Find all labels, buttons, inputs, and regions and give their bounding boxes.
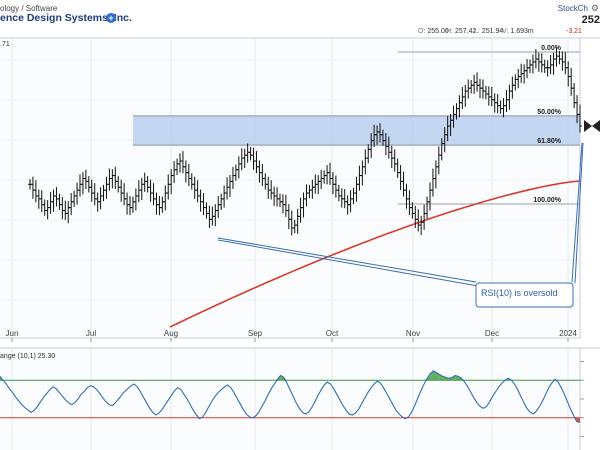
x-tick-label: Oct bbox=[326, 329, 339, 338]
rsi-axis-ticks bbox=[580, 360, 584, 438]
x-tick-label: Sep bbox=[248, 329, 263, 338]
fibonacci-retracement-zone bbox=[133, 115, 580, 146]
fibonacci-label: 61.80% bbox=[537, 138, 562, 145]
high-label: H: bbox=[446, 28, 453, 35]
volume-label: V: bbox=[502, 28, 509, 35]
fibonacci-levels: 0.00% 50.00% 61.80% 100.00% bbox=[133, 45, 580, 205]
volume-value: V: 1.693m bbox=[502, 28, 534, 35]
rsi-overbought-fill bbox=[280, 375, 284, 381]
low-value: L: 251.94 bbox=[474, 28, 503, 35]
fibonacci-label: 0.00% bbox=[541, 45, 562, 52]
volume-number: 1.693m bbox=[510, 28, 534, 35]
annotation-leader-right bbox=[571, 142, 583, 283]
x-axis-labels: Jun Jul Aug Sep Oct Nov Dec 2024 bbox=[6, 329, 577, 342]
rsi-overbought-fill bbox=[433, 370, 437, 381]
overlay-value: .71 bbox=[0, 41, 10, 48]
company-name: ence Design Systems, Inc. bbox=[0, 12, 132, 24]
x-tick-label: Jul bbox=[86, 329, 96, 338]
annotation-callout: RSI(10) is oversold bbox=[217, 142, 584, 308]
current-price-marker bbox=[584, 120, 600, 132]
annotation-text: RSI(10) is oversold bbox=[481, 288, 558, 298]
open-value: O: 255.00 bbox=[418, 28, 449, 35]
rsi-vertical-gridlines bbox=[11, 348, 569, 450]
rsi-line bbox=[0, 370, 581, 424]
low-number: 251.94 bbox=[481, 28, 504, 35]
fibonacci-label: 100.00% bbox=[533, 197, 561, 204]
annotation-box bbox=[475, 282, 574, 308]
x-tick-label: 2024 bbox=[559, 329, 577, 338]
high-value: H: 257.42 bbox=[446, 28, 476, 35]
open-number: 255.00 bbox=[427, 28, 449, 35]
fibonacci-label: 50.00% bbox=[537, 109, 562, 116]
low-label: L: bbox=[474, 28, 480, 35]
sector-label: ology / Software bbox=[0, 4, 58, 13]
rsi-panel-label: ange (10,1) 25.30 bbox=[0, 353, 56, 360]
annotation-leader-right-2 bbox=[574, 142, 584, 284]
x-tick-label: Jun bbox=[6, 329, 19, 338]
x-tick-label: Nov bbox=[406, 329, 420, 338]
rsi-overbought-fill bbox=[452, 375, 456, 381]
change-value: -3.21 bbox=[566, 28, 582, 35]
high-number: 257.42 bbox=[455, 28, 477, 35]
open-label: O: bbox=[418, 28, 426, 35]
add-symbol-button[interactable]: + bbox=[106, 13, 116, 23]
rsi-panel-background bbox=[0, 348, 580, 450]
x-tick-label: Aug bbox=[164, 329, 178, 338]
current-price-arrow-left-icon bbox=[584, 120, 592, 132]
ohlc-bars bbox=[28, 47, 582, 236]
moving-average-line bbox=[169, 180, 581, 328]
current-price-arrow-icon bbox=[592, 120, 600, 132]
gear-icon[interactable]: ⚙ bbox=[590, 3, 599, 13]
annotation-leader-high bbox=[217, 237, 477, 283]
brand-logo: StockCh bbox=[557, 4, 588, 13]
annotation-leader-low bbox=[217, 239, 479, 287]
x-tick-label: Dec bbox=[485, 329, 499, 338]
last-price: 252 bbox=[581, 14, 600, 26]
